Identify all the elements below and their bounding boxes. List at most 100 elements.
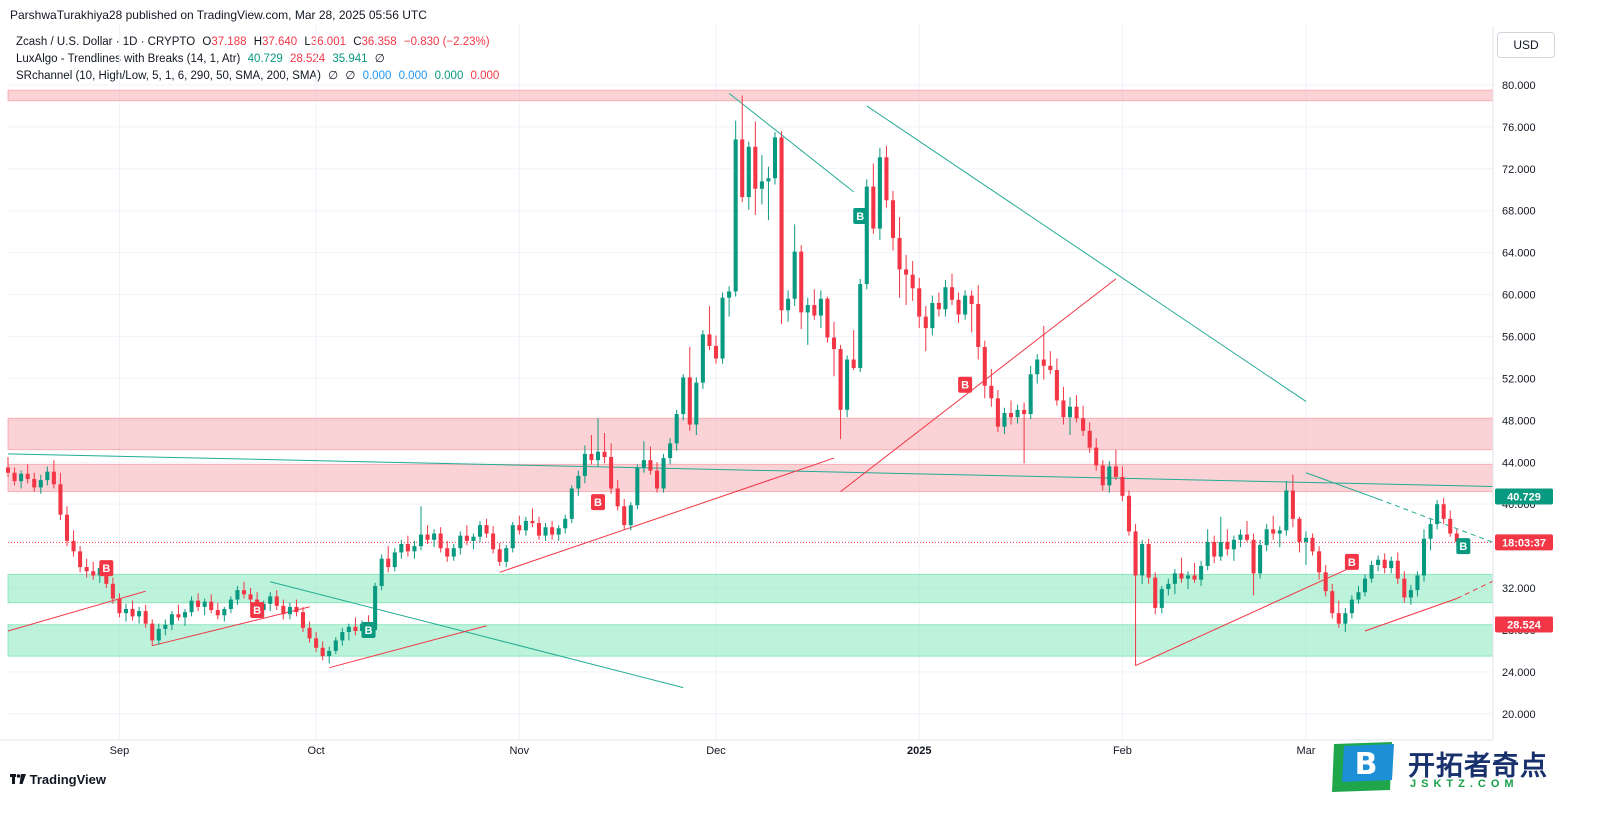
candle-body — [569, 488, 574, 519]
candle-body — [314, 638, 319, 648]
teal-trendline — [866, 105, 1307, 402]
candle — [550, 520, 555, 540]
price-label-text: 40.729 — [1507, 492, 1541, 504]
candle-body — [38, 480, 43, 488]
y-tick-label: 76.000 — [1502, 122, 1536, 134]
currency-button[interactable]: USD — [1497, 32, 1555, 58]
teal-trendline — [1305, 472, 1379, 500]
price-label-text: 18:03:37 — [1502, 537, 1546, 549]
candle — [19, 470, 24, 489]
candle — [1277, 526, 1282, 548]
candle — [1343, 607, 1348, 633]
candle-body — [1428, 524, 1433, 539]
candle-body — [1441, 504, 1446, 519]
candle — [241, 581, 247, 599]
candle-body — [609, 457, 614, 489]
candle-body — [930, 302, 935, 329]
candle-body — [222, 608, 227, 616]
candle-body — [1133, 531, 1138, 576]
candle — [890, 190, 896, 251]
ohlc-open: 37.188 — [211, 36, 247, 48]
candle — [759, 155, 764, 205]
red-trendline — [499, 457, 835, 573]
candle — [1008, 400, 1014, 425]
candle — [1133, 524, 1138, 666]
candle — [307, 621, 312, 643]
indicator-2-value-1: 0.000 — [362, 70, 392, 82]
candle-body — [1303, 537, 1309, 542]
candle — [766, 166, 771, 221]
symbol-name[interactable]: Zcash / U.S. Dollar · 1D · CRYPTO — [16, 36, 196, 48]
trendlines — [8, 92, 1493, 689]
indicator-1-name[interactable]: LuxAlgo - Trendlines with Breaks (14, 1,… — [16, 53, 241, 65]
candle-body — [523, 520, 528, 531]
candle-body — [1290, 490, 1295, 519]
candle — [300, 606, 306, 633]
candle — [1212, 535, 1217, 563]
candle — [1054, 358, 1059, 406]
candle-body — [1231, 539, 1236, 550]
marker-label: B — [1348, 557, 1356, 569]
candle — [845, 355, 850, 418]
candle-body — [759, 181, 764, 189]
candle — [1074, 395, 1079, 423]
candle-body — [543, 527, 548, 536]
candle-body — [373, 585, 378, 630]
indicator-1-value-1: 40.729 — [247, 53, 283, 65]
candle-body — [825, 298, 830, 338]
candle-body — [137, 611, 142, 617]
candle — [740, 95, 745, 203]
candle-body — [1448, 518, 1453, 534]
candle — [668, 438, 673, 465]
candle — [235, 585, 240, 605]
price-label: 28.524 — [1495, 616, 1553, 633]
price-label-text: 28.524 — [1507, 619, 1542, 631]
candle-body — [1107, 466, 1112, 486]
candle-body — [300, 612, 306, 628]
candle-body — [12, 472, 17, 482]
candle — [1258, 539, 1263, 579]
candle — [202, 598, 207, 616]
indicator-2-name[interactable]: SRchannel (10, High/Low, 5, 1, 6, 290, 5… — [16, 70, 321, 82]
candle — [595, 418, 601, 467]
candle-body — [209, 601, 214, 611]
marker-label: B — [102, 563, 110, 575]
candle — [1369, 560, 1374, 583]
candle — [563, 514, 568, 534]
candle-body — [399, 544, 404, 553]
y-tick-label: 32.000 — [1502, 583, 1536, 595]
candle-body — [982, 346, 987, 386]
candle-body — [668, 443, 673, 459]
candle — [169, 611, 174, 630]
candle-body — [864, 186, 869, 285]
bear-break-marker: B — [958, 376, 973, 393]
candle — [700, 330, 705, 389]
candle-body — [228, 599, 233, 609]
candle-body — [307, 627, 312, 639]
price-label-box — [1495, 534, 1553, 551]
tradingview-logo[interactable]: TradingView — [10, 772, 106, 787]
candle — [320, 641, 325, 661]
candle — [707, 306, 712, 351]
candle — [156, 623, 161, 645]
candle — [523, 516, 528, 536]
marker-badge — [853, 207, 868, 224]
candle — [110, 577, 115, 604]
candle-body — [45, 471, 50, 481]
price-label-box — [1495, 488, 1553, 505]
candle-body — [733, 139, 738, 292]
candle-body — [281, 605, 286, 615]
candle-body — [1008, 413, 1014, 418]
x-tick-label: Feb — [1113, 745, 1132, 757]
candle — [353, 617, 358, 636]
candle — [936, 292, 941, 317]
candle — [976, 285, 981, 360]
candle-body — [458, 535, 463, 549]
candle-body — [1336, 613, 1341, 624]
indicator-2-value-2: 0.000 — [398, 70, 428, 82]
candle — [189, 596, 194, 617]
candle-body — [753, 146, 758, 189]
candle-body — [871, 186, 876, 229]
candle-body — [71, 540, 76, 552]
